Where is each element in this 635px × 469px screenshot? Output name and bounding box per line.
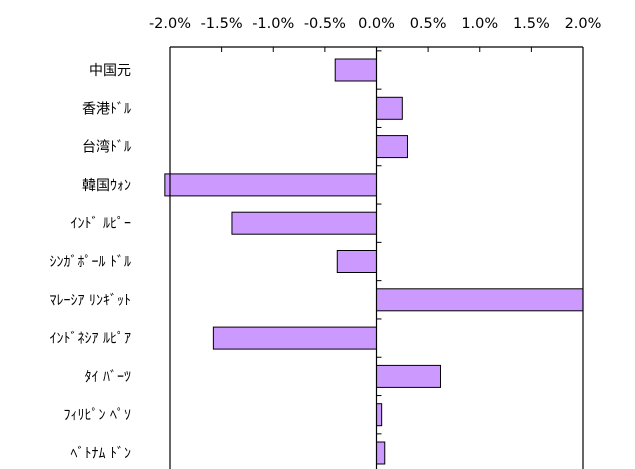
x-tick-label: 0.0%	[358, 16, 395, 32]
y-category-label: ｲﾝﾄﾞ ﾙﾋﾟｰ	[71, 216, 131, 232]
y-category-label: ﾏﾚｰｼｱ ﾘﾝｷﾞｯﾄ	[50, 293, 131, 309]
y-category-label: ｲﾝﾄﾞﾈｼｱ ﾙﾋﾟｱ	[50, 331, 131, 347]
bar	[334, 58, 378, 82]
bar	[231, 211, 377, 235]
plot-frame	[169, 46, 584, 469]
y-category-label: ｼﾝｶﾞﾎﾟｰﾙ ﾄﾞﾙ	[50, 255, 131, 271]
y-category-label: 台湾ﾄﾞﾙ	[82, 139, 131, 156]
x-tick-label: 1.5%	[513, 16, 550, 32]
bar	[376, 441, 386, 465]
x-tick-label: -1.5%	[201, 16, 243, 32]
y-category-label: ﾌｨﾘﾋﾟﾝ ﾍﾟｿ	[64, 408, 131, 424]
x-tick-label: -1.0%	[252, 16, 294, 32]
y-category-label: ﾍﾞﾄﾅﾑ ﾄﾞﾝ	[71, 446, 131, 462]
bar	[376, 135, 408, 159]
x-tick-label: 0.5%	[410, 16, 447, 32]
x-tick-label: 1.0%	[461, 16, 498, 32]
bar	[376, 403, 383, 427]
y-category-label: ﾀｲ ﾊﾞｰﾂ	[85, 369, 131, 385]
bar	[164, 173, 377, 197]
bar	[376, 288, 584, 312]
y-category-label: 韓国ｳｫﾝ	[82, 178, 131, 194]
x-axis-ticks: -2.0% -1.5% -1.0% -0.5% 0.0% 0.5% 1.0% 1.5% 2.0%	[149, 16, 601, 52]
bar	[336, 250, 378, 273]
x-tick-label: -0.5%	[304, 16, 346, 32]
x-tick-label: -2.0%	[149, 16, 191, 32]
y-category-label: 香港ﾄﾞﾙ	[82, 101, 131, 117]
bar	[212, 326, 377, 350]
y-category-label: 中国元	[89, 63, 131, 79]
x-tick-label: 2.0%	[565, 16, 602, 32]
bar	[376, 96, 403, 120]
bar	[376, 364, 442, 388]
bars	[164, 58, 584, 465]
